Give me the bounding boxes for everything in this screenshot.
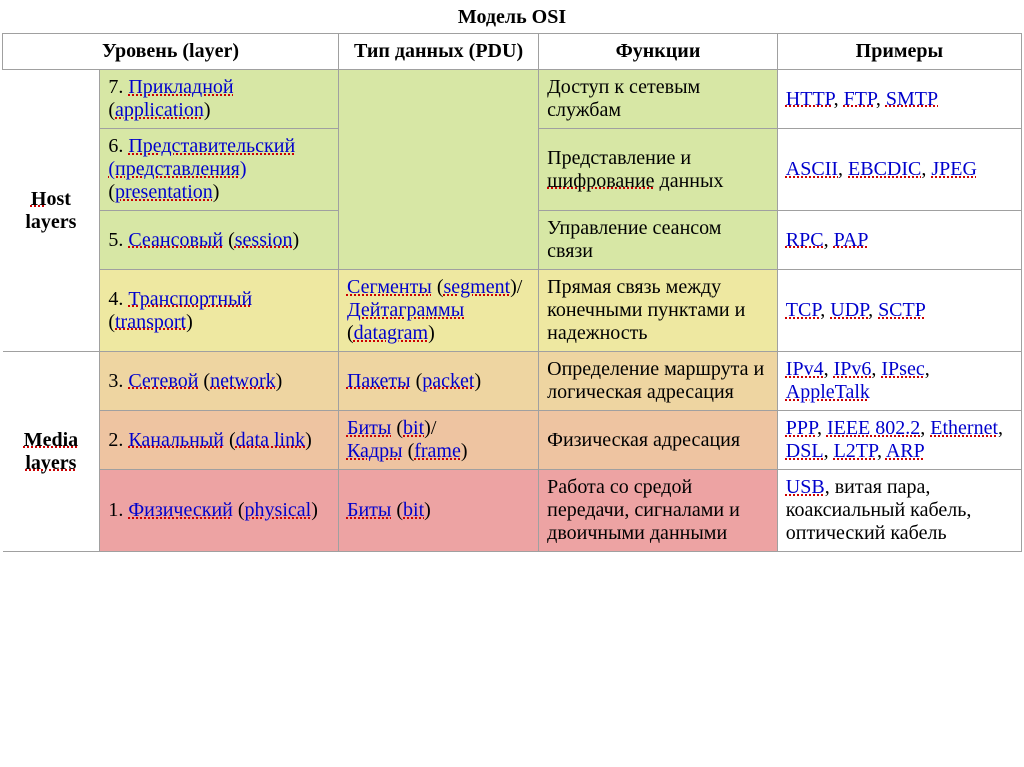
col-examples: Примеры [777, 34, 1021, 70]
layer-cell-1: 1. Физический (physical) [100, 470, 339, 552]
layer-cell-5: 5. Сеансовый (session) [100, 211, 339, 270]
ex-cell-2: PPP, IEEE 802.2, Ethernet, DSL, L2TP, AR… [777, 411, 1021, 470]
table-row: 2. Канальный (data link) Биты (bit)/Кадр… [3, 411, 1022, 470]
ex-cell-1: USB, витая пара, коаксиальный кабель, оп… [777, 470, 1021, 552]
col-pdu: Тип данных (PDU) [338, 34, 538, 70]
col-functions: Функции [539, 34, 778, 70]
ex-cell-3: IPv4, IPv6, IPsec, AppleTalk [777, 352, 1021, 411]
ex-cell-5: RPC, PAP [777, 211, 1021, 270]
func-cell-1: Работа со средой передачи, сигналами и д… [539, 470, 778, 552]
layer-cell-2: 2. Канальный (data link) [100, 411, 339, 470]
func-cell-4: Прямая связь между конечными пунктами и … [539, 270, 778, 352]
pdu-cell-empty [338, 70, 538, 270]
media-layers-group: Media layers [3, 352, 100, 552]
osi-table: Модель OSI Уровень (layer) Тип данных (P… [2, 2, 1022, 552]
col-layer: Уровень (layer) [3, 34, 339, 70]
table-title-row: Модель OSI [3, 2, 1022, 34]
layer-cell-7: 7. Прикладной (application) [100, 70, 339, 129]
ex-cell-6: ASCII, EBCDIC, JPEG [777, 129, 1021, 211]
pdu-cell-1: Биты (bit) [338, 470, 538, 552]
table-header-row: Уровень (layer) Тип данных (PDU) Функции… [3, 34, 1022, 70]
func-cell-5: Управление сеансом связи [539, 211, 778, 270]
table-title: Модель OSI [3, 2, 1022, 34]
host-layers-group: Host layers [3, 70, 100, 352]
pdu-cell-2: Биты (bit)/Кадры (frame) [338, 411, 538, 470]
table-row: 1. Физический (physical) Биты (bit) Рабо… [3, 470, 1022, 552]
func-cell-3: Определение маршрута и логическая адреса… [539, 352, 778, 411]
func-cell-2: Физическая адресация [539, 411, 778, 470]
table-row: 4. Транспортный (transport) Сегменты (se… [3, 270, 1022, 352]
layer-cell-6: 6. Представительский (представления) (pr… [100, 129, 339, 211]
ex-cell-7: HTTP, FTP, SMTP [777, 70, 1021, 129]
layer-cell-4: 4. Транспортный (transport) [100, 270, 339, 352]
pdu-cell-4: Сегменты (segment)/Дейтаграммы (datagram… [338, 270, 538, 352]
func-cell-7: Доступ к сетевым службам [539, 70, 778, 129]
pdu-cell-3: Пакеты (packet) [338, 352, 538, 411]
ex-cell-4: TCP, UDP, SCTP [777, 270, 1021, 352]
func-cell-6: Представление и шифрование данных [539, 129, 778, 211]
layer-cell-3: 3. Сетевой (network) [100, 352, 339, 411]
table-row: Media layers 3. Сетевой (network) Пакеты… [3, 352, 1022, 411]
table-row: Host layers 7. Прикладной (application) … [3, 70, 1022, 129]
